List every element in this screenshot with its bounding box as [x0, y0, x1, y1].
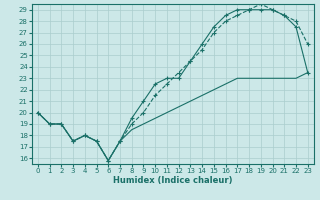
X-axis label: Humidex (Indice chaleur): Humidex (Indice chaleur): [113, 176, 233, 185]
